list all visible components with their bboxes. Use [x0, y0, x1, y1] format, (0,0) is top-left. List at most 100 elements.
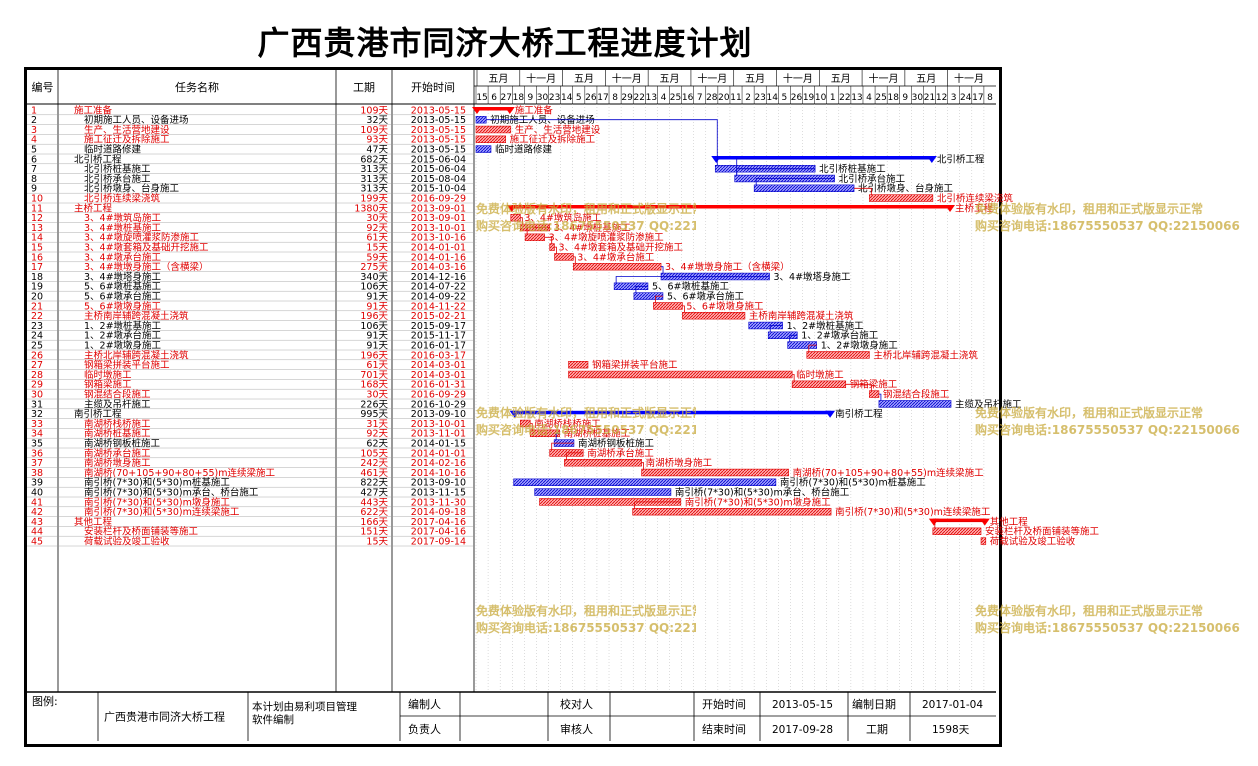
timescale-day-label: 25	[670, 93, 681, 103]
task-start: 2014-01-15	[411, 439, 466, 450]
dependency-link	[573, 256, 576, 264]
task-duration: 340天	[360, 272, 388, 283]
task-bar[interactable]	[806, 351, 870, 359]
task-bar[interactable]	[748, 321, 783, 330]
task-duration: 109天	[360, 125, 388, 136]
task-start: 2015-09-17	[411, 321, 466, 332]
task-bar[interactable]	[753, 184, 855, 192]
timescale-day-label: 30	[912, 93, 924, 103]
bar-label: 1、2#墩承台施工	[801, 330, 879, 342]
footer-date-label: 编制日期	[852, 697, 896, 711]
task-bar[interactable]	[878, 400, 952, 408]
summary-bar[interactable]	[932, 518, 986, 523]
task-id: 14	[31, 233, 43, 244]
task-bar[interactable]	[791, 380, 847, 388]
task-bar[interactable]	[932, 527, 982, 536]
task-bar[interactable]	[869, 390, 880, 398]
gantt-frame	[24, 67, 1002, 747]
task-bar[interactable]	[682, 311, 746, 320]
timescale-day-label: 8	[612, 93, 618, 103]
task-id: 34	[31, 429, 43, 440]
task-bar[interactable]	[568, 360, 589, 369]
bar-label: 3、4#墩旋喷灌浆防渗施工	[549, 232, 665, 244]
task-bar[interactable]	[653, 302, 683, 310]
task-duration: 1380天	[354, 203, 388, 214]
task-bar[interactable]	[767, 331, 798, 339]
summary-bar[interactable]	[510, 205, 952, 209]
task-bar[interactable]	[633, 292, 664, 300]
task-bar[interactable]	[554, 253, 574, 261]
timescale-month-label: 五月	[745, 73, 765, 85]
timescale-day-label: 24	[960, 93, 972, 103]
task-bar[interactable]	[573, 262, 662, 271]
task-name: 南引桥(7*30)和(5*30)m墩身施工	[84, 496, 230, 508]
summary-bar[interactable]	[715, 156, 933, 160]
task-bar[interactable]	[534, 488, 672, 496]
task-id: 33	[31, 419, 43, 430]
task-id: 42	[31, 507, 43, 518]
bar-label: 主缆及吊杆施工	[955, 398, 1022, 410]
task-name: 其他工程	[74, 516, 113, 528]
timescale-month-label: 五月	[660, 73, 680, 85]
task-bar[interactable]	[641, 468, 789, 477]
task-start: 2013-09-01	[411, 213, 466, 224]
task-id: 24	[31, 331, 43, 342]
task-id: 26	[31, 350, 43, 361]
summary-bar[interactable]	[513, 410, 832, 415]
timescale-day-label: 15	[476, 93, 487, 103]
task-duration: 427天	[360, 488, 388, 499]
task-name: 南引桥(7*30)和(5*30)m桩基施工	[84, 477, 230, 489]
task-bar[interactable]	[475, 135, 506, 143]
footer-project-name: 广西贵港市同济大桥工程	[104, 710, 225, 724]
timescale-day-label: 5	[576, 93, 582, 103]
task-id: 19	[31, 282, 43, 293]
bar-label: 安装栏杆及桥面铺装等施工	[985, 526, 1100, 538]
task-bar[interactable]	[475, 145, 492, 153]
bar-label: 1、2#墩墩身施工	[821, 340, 899, 352]
dependency-link	[565, 452, 584, 460]
task-start: 2015-06-04	[411, 154, 466, 165]
task-start: 2015-02-21	[411, 311, 466, 322]
task-id: 8	[31, 174, 37, 185]
timescale-day-label: 23	[549, 93, 560, 103]
dependency-link	[551, 442, 574, 450]
timescale-month-label: 五月	[831, 73, 851, 85]
timescale-day-label: 14	[767, 93, 779, 103]
task-duration: 461天	[360, 468, 388, 479]
bar-label: 南引桥工程	[835, 408, 883, 420]
task-name: 南湖桥桩基施工	[84, 428, 151, 440]
task-duration: 61天	[366, 233, 388, 244]
task-duration: 313天	[360, 174, 388, 185]
summary-end-marker	[504, 107, 515, 114]
task-start: 2013-05-15	[411, 105, 466, 116]
header-id: 编号	[32, 80, 54, 94]
task-bar[interactable]	[980, 537, 987, 545]
task-name: 临时墩施工	[84, 369, 132, 381]
bar-label: 南引桥(7*30)和(5*30)m承台、桥台施工	[675, 487, 850, 499]
bar-label: 钢混结合段施工	[883, 389, 950, 401]
task-id: 10	[31, 194, 43, 205]
footer-duration-label: 工期	[866, 723, 888, 736]
dependency-link	[544, 236, 553, 245]
task-bar[interactable]	[549, 243, 555, 251]
task-bar[interactable]	[869, 194, 934, 202]
task-bar[interactable]	[568, 370, 793, 379]
bar-label: 3、4#墩筑岛施工	[524, 212, 602, 224]
task-bar[interactable]	[475, 116, 487, 124]
task-duration: 61天	[366, 360, 388, 371]
task-id: 20	[31, 292, 43, 303]
task-bar[interactable]	[475, 125, 512, 134]
task-bar[interactable]	[513, 478, 777, 486]
summary-bar[interactable]	[476, 107, 511, 111]
bar-label: 南湖桥栈桥施工	[534, 418, 601, 430]
task-start: 2016-01-31	[411, 380, 466, 391]
summary-start-marker	[472, 107, 482, 114]
task-bar[interactable]	[632, 507, 832, 516]
task-name: 南引桥工程	[74, 408, 122, 420]
task-bar[interactable]	[524, 233, 545, 241]
task-duration: 995天	[360, 409, 388, 420]
timescale-day-label: 18	[887, 93, 899, 103]
task-bar[interactable]	[564, 458, 642, 467]
task-name: 施工准备	[74, 104, 113, 116]
